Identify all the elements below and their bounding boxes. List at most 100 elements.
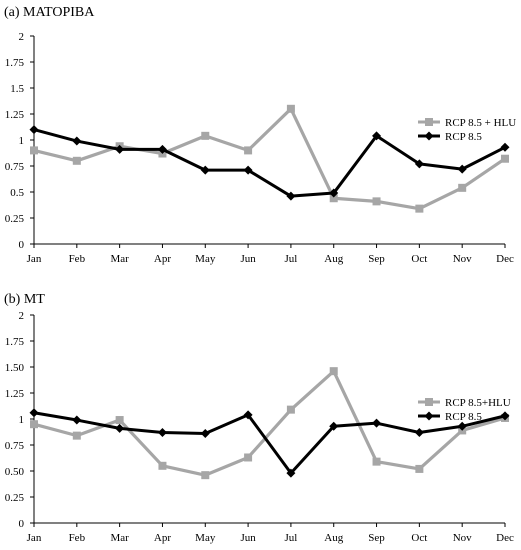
data-point <box>115 423 125 433</box>
x-tick-label: Jun <box>240 532 256 544</box>
data-point <box>501 154 509 163</box>
data-point <box>286 104 295 113</box>
series-line <box>33 107 506 211</box>
y-tick-label: 1.50 <box>5 362 25 374</box>
y-tick-label: 0.5 <box>10 187 24 199</box>
x-tick-label: Aug <box>324 253 343 265</box>
chart-panel-1: (a) MATOPIBA 0 0.25 0.5 0.75 1 1.25 1.5 1.75 2 Jan… <box>4 5 516 265</box>
y-tick-label: 0.25 <box>5 492 25 504</box>
x-tick-label: Apr <box>154 253 171 265</box>
x-tick-label: Jan <box>27 532 42 544</box>
series-line <box>33 369 506 477</box>
legend-marker <box>425 118 433 126</box>
y-tick-label: 0 <box>19 518 25 530</box>
data-point <box>115 416 124 425</box>
data-point <box>415 464 424 473</box>
data-point <box>286 468 296 478</box>
y-tick-label: 1.25 <box>5 109 25 121</box>
panel-title: (a) MATOPIBA <box>4 5 95 20</box>
x-tick-label: Nov <box>453 253 472 265</box>
y-tick-label: 0.75 <box>5 440 25 452</box>
series-1: RCP 8.5 + HLU <box>30 104 516 213</box>
y-tick-label: 1.75 <box>5 336 25 348</box>
legend-label: RCP 8.5 + HLU <box>445 117 516 129</box>
data-point <box>457 164 467 174</box>
y-tick-label: 1 <box>19 414 25 426</box>
y-tick-label: 1.5 <box>10 83 24 95</box>
x-tick-label: Jan <box>27 253 42 265</box>
y-tick-label: 1 <box>19 135 25 147</box>
y-tick-label: 2 <box>19 310 25 322</box>
data-point <box>201 131 210 140</box>
panel-title: (b) MT <box>4 292 45 307</box>
data-point <box>72 415 82 425</box>
data-point <box>500 142 510 152</box>
y-tick-label: 0 <box>19 239 25 251</box>
x-tick-label: Sep <box>368 253 385 265</box>
data-point <box>414 428 424 438</box>
data-point <box>72 136 82 146</box>
x-tick-label: Nov <box>453 532 472 544</box>
x-tick-label: Dec <box>496 253 514 265</box>
x-tick-label: Jul <box>284 532 297 544</box>
data-point <box>72 156 81 165</box>
y-tick-label: 0.50 <box>5 466 25 478</box>
x-tick-label: Jul <box>284 253 297 265</box>
data-point <box>286 191 296 201</box>
series-2: RCP 8.5 <box>29 408 510 478</box>
data-point <box>200 165 210 175</box>
x-tick-label: May <box>195 253 216 265</box>
data-point <box>115 144 125 154</box>
x-tick-label: May <box>195 532 216 544</box>
x-tick-label: Mar <box>110 532 129 544</box>
data-point <box>457 421 467 431</box>
data-point <box>329 194 338 203</box>
x-tick-label: Jun <box>240 253 256 265</box>
x-tick-label: Oct <box>411 532 427 544</box>
data-point <box>414 159 424 169</box>
x-tick-label: Feb <box>69 532 86 544</box>
legend-marker <box>425 398 433 406</box>
data-point <box>244 146 253 155</box>
data-point <box>243 165 253 175</box>
legend-marker <box>424 411 434 421</box>
y-tick-label: 0.25 <box>5 213 25 225</box>
series-2: RCP 8.5 <box>29 125 510 201</box>
data-point <box>244 453 253 462</box>
x-tick-label: Sep <box>368 532 385 544</box>
x-tick-label: Mar <box>110 253 129 265</box>
x-tick-label: Aug <box>324 532 343 544</box>
x-tick-label: Apr <box>154 532 171 544</box>
data-point <box>500 411 510 421</box>
data-point <box>286 405 295 414</box>
data-point <box>158 461 167 470</box>
data-point <box>29 125 39 135</box>
data-point <box>372 131 382 141</box>
data-point <box>157 144 167 154</box>
data-point <box>329 367 338 376</box>
data-point <box>201 471 210 480</box>
data-point <box>200 429 210 439</box>
data-point <box>243 410 253 420</box>
chart-panel-2: (b) MT 0 0.25 0.50 0.75 1 1.25 1.50 1.75 2 Jan Feb M… <box>4 292 514 544</box>
y-tick-label: 0.75 <box>5 161 25 173</box>
y-tick-label: 1.75 <box>5 57 25 69</box>
x-tick-label: Dec <box>496 532 514 544</box>
data-point <box>458 183 467 192</box>
data-point <box>329 188 339 198</box>
series-line <box>33 128 506 198</box>
series-line <box>33 411 506 475</box>
legend-label: RCP 8.5+HLU <box>445 397 511 409</box>
data-point <box>372 457 381 466</box>
legend-marker <box>424 131 434 141</box>
data-point <box>29 408 39 418</box>
legend-label: RCP 8.5 <box>445 131 482 143</box>
data-point <box>30 146 38 155</box>
data-point <box>157 428 167 438</box>
data-point <box>372 418 382 428</box>
data-point <box>72 431 81 440</box>
series-1: RCP 8.5+HLU <box>30 367 511 480</box>
y-tick-label: 2 <box>19 31 25 43</box>
data-point <box>329 421 339 431</box>
